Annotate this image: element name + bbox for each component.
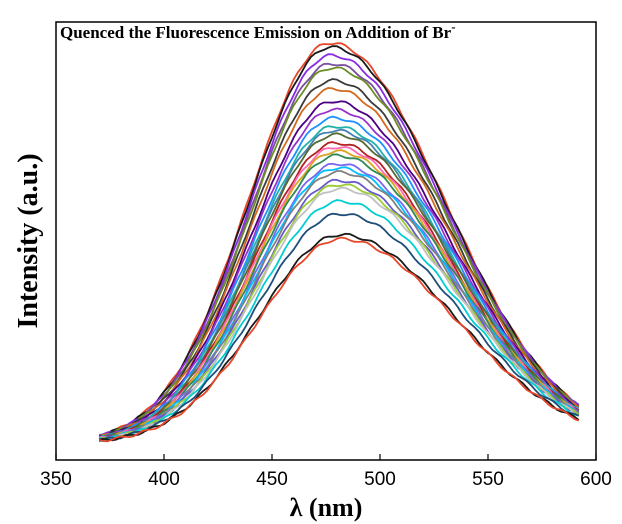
series-line [99, 166, 580, 440]
series-line [99, 145, 580, 439]
series-line [98, 236, 580, 443]
series-line [98, 86, 580, 438]
series-line [98, 53, 580, 438]
y-axis-title: Intensity (a.u.) [13, 153, 44, 328]
series-line [98, 162, 580, 441]
series-line [98, 45, 580, 438]
series-lines [98, 42, 580, 443]
series-line [98, 183, 580, 440]
series-line [98, 125, 580, 439]
series-line [99, 186, 580, 441]
x-tick-label: 450 [256, 469, 288, 490]
series-line [99, 232, 580, 442]
series-line [98, 153, 579, 442]
chart-title: Quenced the Fluorescence Emission on Add… [60, 19, 456, 42]
chart-title-text: Quenced the Fluorescence Emission on Add… [60, 23, 452, 42]
series-line [98, 212, 580, 443]
x-tick-label: 550 [472, 469, 504, 490]
plot-frame [55, 21, 597, 461]
x-tick-label: 350 [40, 469, 72, 490]
series-line [99, 62, 580, 436]
x-tick-label: 500 [364, 469, 396, 490]
x-ticks: 350 400 450 500 550 600 [40, 454, 612, 490]
series-line [99, 107, 580, 440]
x-tick-label: 600 [580, 469, 612, 490]
series-line [99, 100, 580, 438]
x-axis-title: λ (nm) [290, 493, 363, 522]
x-tick-label: 400 [148, 469, 180, 490]
chart-title-superscript: - [451, 19, 455, 34]
